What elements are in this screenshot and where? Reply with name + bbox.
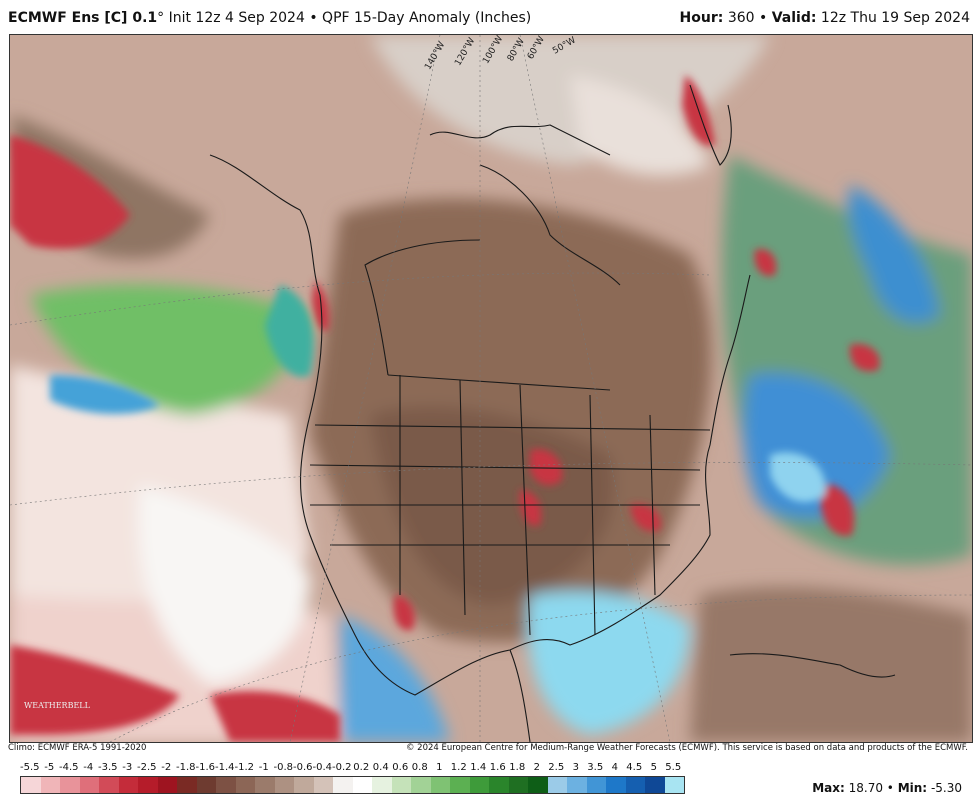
scale-tick-label: -0.6 [292, 762, 313, 773]
scale-swatch [411, 777, 431, 793]
scale-tick-label: 0.2 [353, 762, 370, 773]
scale-tick-label: -3.5 [97, 762, 118, 773]
precipitation-anomaly-map: 140°W 120°W 100°W 80°W 60°W 50°W WEATHER… [9, 34, 973, 743]
scale-swatch [177, 777, 197, 793]
scale-swatch [450, 777, 470, 793]
scale-swatch [586, 777, 606, 793]
scale-tick-label: 3.5 [587, 762, 604, 773]
scale-tick-label: -0.8 [273, 762, 294, 773]
scale-tick-label: 1 [436, 762, 443, 773]
scale-swatch [625, 777, 645, 793]
init-time: Init 12z 4 Sep 2024 [168, 10, 305, 26]
scale-tick-label: -5 [44, 762, 55, 773]
scale-swatch [372, 777, 392, 793]
scale-swatch [430, 777, 450, 793]
scale-bar [20, 776, 685, 794]
scale-swatch [40, 777, 60, 793]
scale-tick-label: -1.8 [175, 762, 196, 773]
separator-2: • [759, 10, 768, 26]
scale-swatch [645, 777, 665, 793]
scale-tick-label: 0.6 [392, 762, 409, 773]
min-value: -5.30 [930, 781, 962, 795]
scale-tick-label: 5 [650, 762, 657, 773]
product-name: QPF 15-Day Anomaly (Inches) [322, 10, 532, 26]
scale-tick-label: 5.5 [665, 762, 682, 773]
scale-swatch [508, 777, 528, 793]
scale-swatch [216, 777, 236, 793]
weatherbell-logo: WEATHERBELL [24, 701, 90, 710]
scale-swatch [333, 777, 353, 793]
scale-tick-label: -3 [122, 762, 133, 773]
scale-tick-label: -1.4 [214, 762, 235, 773]
scale-tick-label: -2 [161, 762, 172, 773]
model-name: ECMWF Ens [C] 0.1 [8, 10, 158, 26]
header: ECMWF Ens [C] 0.1° Init 12z 4 Sep 2024 •… [0, 0, 980, 34]
scale-tick-label: 2 [533, 762, 540, 773]
scale-tick-label: -1 [258, 762, 269, 773]
scale-tick-label: 1.8 [509, 762, 526, 773]
coastlines-and-borders [209, 84, 896, 742]
scale-swatch [157, 777, 177, 793]
scale-swatch [489, 777, 509, 793]
scale-tick-label: -0.4 [312, 762, 333, 773]
scale-swatch [255, 777, 275, 793]
climo-credit: Climo: ECMWF ERA-5 1991-2020 [8, 743, 147, 753]
scale-tick-label: 0.8 [411, 762, 428, 773]
credits: Climo: ECMWF ERA-5 1991-2020 © 2024 Euro… [0, 743, 980, 757]
scale-swatch [21, 777, 41, 793]
scale-tick-label: 3 [572, 762, 579, 773]
scale-swatch [274, 777, 294, 793]
scale-swatch [196, 777, 216, 793]
scale-swatch [664, 777, 684, 793]
scale-swatch [294, 777, 314, 793]
scale-swatch [469, 777, 489, 793]
scale-swatch [79, 777, 99, 793]
scale-swatch [528, 777, 548, 793]
graticule [10, 35, 972, 742]
hour-value: 360 [727, 10, 755, 26]
scale-tick-label: -2.5 [136, 762, 157, 773]
scale-tick-label: -1.2 [234, 762, 255, 773]
scale-swatch [352, 777, 372, 793]
scale-swatch [60, 777, 80, 793]
scale-swatch [99, 777, 119, 793]
scale-swatch [567, 777, 587, 793]
scale-swatch [235, 777, 255, 793]
scale-swatch [391, 777, 411, 793]
separator: • [309, 10, 318, 26]
max-label: Max: [812, 781, 845, 795]
scale-swatch [547, 777, 567, 793]
scale-tick-label: 1.6 [489, 762, 506, 773]
ecmwf-credit: © 2024 European Centre for Medium-Range … [405, 743, 968, 753]
map-canvas [10, 35, 972, 742]
scale-tick-label: 1.2 [450, 762, 467, 773]
scale-tick-label: 4.5 [626, 762, 643, 773]
scale-tick-label: -0.2 [331, 762, 352, 773]
scale-tick-label: -5.5 [19, 762, 40, 773]
max-value: 18.70 [848, 781, 883, 795]
scale-ticks: -5.5 -5 -4.5 -4 -3.5 -3 -2.5 -2 -1.8 -1.6 -1.4 -1.2… [8, 760, 788, 774]
stats: Max: 18.70 • Min: -5.30 [812, 781, 962, 795]
scale-tick-label: -4 [83, 762, 94, 773]
valid-value: 12z Thu 19 Sep 2024 [820, 10, 970, 26]
scale-swatch [118, 777, 138, 793]
title: ECMWF Ens [C] 0.1° Init 12z 4 Sep 2024 •… [8, 10, 531, 26]
scale-tick-label: 2.5 [548, 762, 565, 773]
min-label: Min: [897, 781, 928, 795]
forecast-time: Hour: 360 • Valid: 12z Thu 19 Sep 2024 [680, 10, 970, 26]
degree-symbol: ° [157, 10, 165, 26]
scale-tick-label: -4.5 [58, 762, 79, 773]
strong-anomalies [10, 75, 880, 742]
scale-tick-label: 0.4 [372, 762, 389, 773]
scale-swatch [138, 777, 158, 793]
scale-tick-label: 4 [611, 762, 618, 773]
scale-tick-label: -1.6 [195, 762, 216, 773]
valid-label: Valid: [771, 10, 817, 26]
color-scale: -5.5 -5 -4.5 -4 -3.5 -3 -2.5 -2 -1.8 -1.6 -1.4 -1.2… [8, 760, 788, 796]
scale-swatch [606, 777, 626, 793]
hour-label: Hour: [679, 10, 724, 26]
scale-tick-label: 1.4 [470, 762, 487, 773]
scale-swatch [313, 777, 333, 793]
stats-separator: • [886, 781, 894, 795]
